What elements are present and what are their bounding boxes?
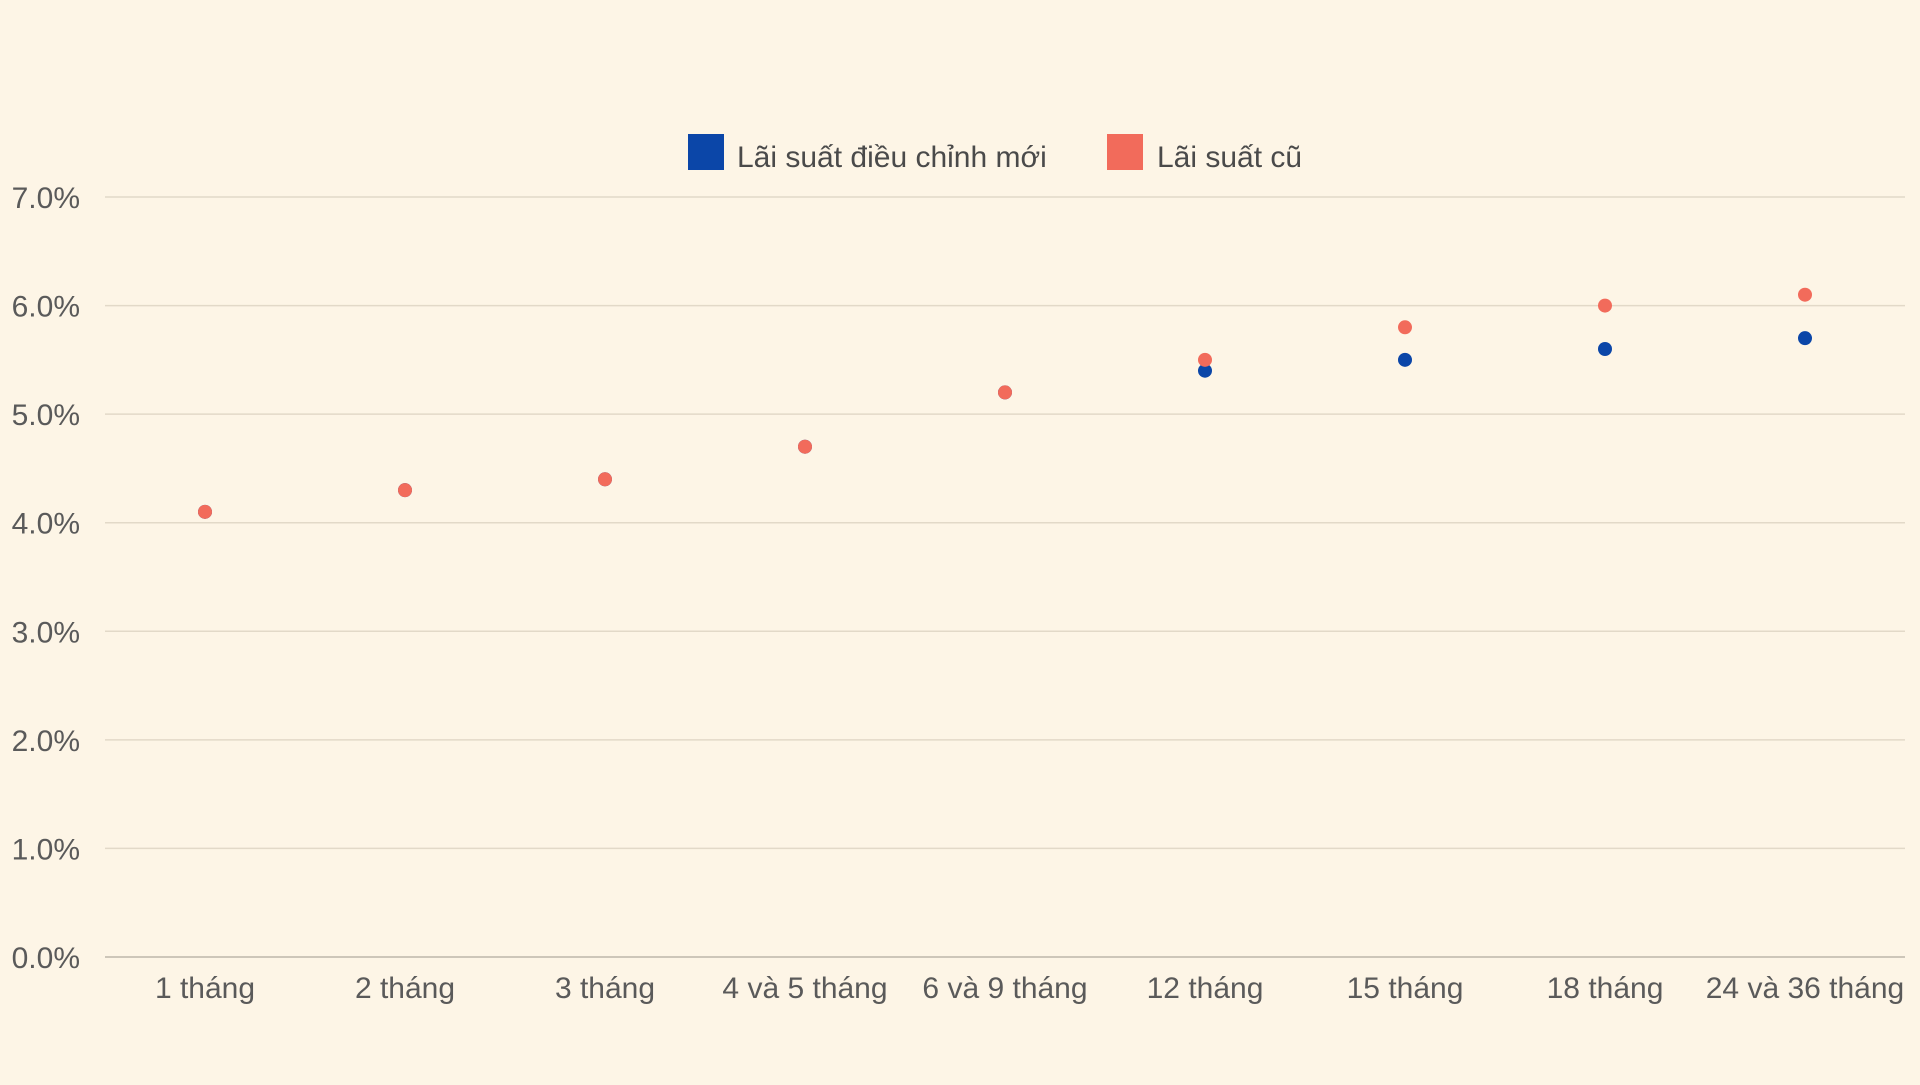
data-point-new-rate: [1598, 342, 1612, 356]
x-tick-label: 24 và 36 tháng: [1706, 972, 1905, 1005]
data-point-old-rate: [1598, 298, 1612, 313]
y-tick-label: 2.0%: [12, 725, 80, 758]
data-point-new-rate: [1198, 363, 1212, 378]
y-tick-label: 6.0%: [12, 291, 80, 324]
x-tick-label: 12 tháng: [1147, 972, 1264, 1005]
data-point-old-rate: [198, 504, 212, 519]
data-point-old-rate: [998, 385, 1012, 400]
data-point-old-rate: [798, 439, 812, 454]
data-point-old-rate: [1398, 320, 1412, 335]
x-tick-label: 15 tháng: [1347, 972, 1464, 1005]
data-point-old-rate: [1198, 352, 1212, 367]
y-tick-label: 7.0%: [12, 182, 80, 215]
y-tick-label: 3.0%: [12, 616, 80, 649]
x-tick-label: 2 tháng: [355, 972, 455, 1005]
x-tick-label: 4 và 5 tháng: [722, 972, 887, 1005]
data-point-new-rate: [1398, 352, 1412, 367]
y-tick-label: 4.0%: [12, 508, 80, 541]
data-point-old-rate: [1798, 287, 1812, 302]
y-tick-label: 1.0%: [12, 833, 80, 866]
data-point-old-rate: [598, 472, 612, 487]
legend-label-old-rate: Lãi suất cũ: [1157, 141, 1302, 174]
x-tick-label: 18 tháng: [1547, 972, 1664, 1005]
y-tick-label: 5.0%: [12, 399, 80, 432]
data-points: [198, 287, 1812, 519]
data-point-old-rate: [398, 483, 412, 498]
data-point-new-rate: [1798, 331, 1812, 346]
y-axis: 0.0% 1.0% 2.0% 3.0% 4.0% 5.0% 6.0% 7.0%: [12, 182, 80, 975]
x-tick-label: 1 tháng: [155, 972, 255, 1005]
legend-swatch-new-rate: [688, 134, 724, 170]
legend-swatch-old-rate: [1107, 134, 1143, 170]
y-tick-label: 0.0%: [12, 942, 80, 975]
legend: Lãi suất điều chỉnh mới Lãi suất cũ: [688, 134, 1302, 174]
x-axis: 1 tháng 2 tháng 3 tháng 4 và 5 tháng 6 và 9 …: [155, 972, 1904, 1005]
x-tick-label: 3 tháng: [555, 972, 655, 1005]
x-tick-label: 6 và 9 tháng: [922, 972, 1087, 1005]
legend-label-new-rate: Lãi suất điều chỉnh mới: [737, 141, 1047, 174]
grid-lines: [105, 196, 1905, 958]
